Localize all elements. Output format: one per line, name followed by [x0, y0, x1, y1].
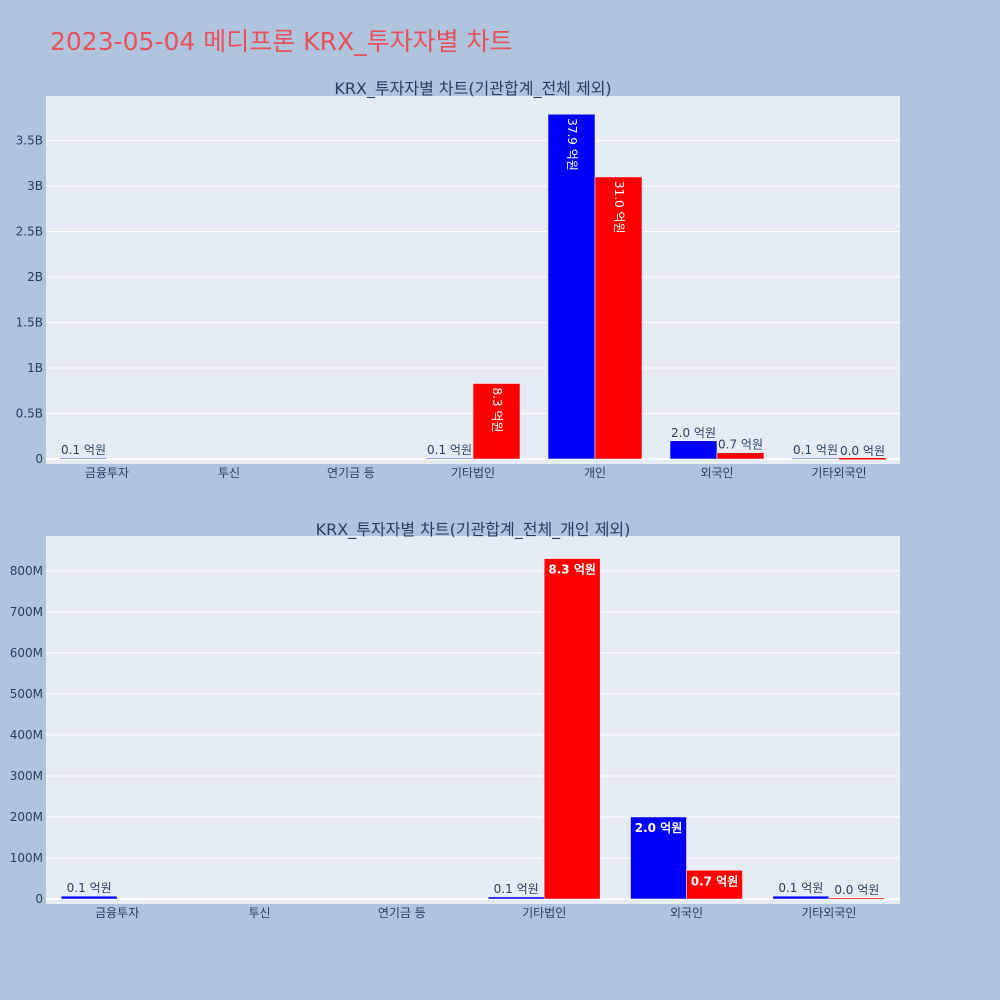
x-tick-label: 기타법인 [522, 906, 566, 920]
bar [839, 458, 886, 460]
y-tick-label: 0 [35, 452, 43, 466]
bar [472, 383, 521, 460]
chart-top: 0 0.5B 1B 1.5B 2B 2.5B 3B 3.5B KRX_투자자별 차트(기관합계_… [16, 79, 900, 480]
bar-label: 37.9 억원 [565, 118, 579, 171]
bar-label: 0.1 억원 [427, 443, 472, 457]
bar [425, 457, 474, 460]
y-tick-label: 2.5B [16, 225, 43, 239]
bar [487, 896, 545, 900]
bar [686, 870, 743, 900]
bar-label: 0.1 억원 [778, 881, 823, 895]
y-tick-label: 2B [27, 270, 43, 284]
y-tick-label: 600M [10, 646, 43, 660]
y-tick-label: 1.5B [16, 316, 43, 330]
bar [594, 176, 643, 460]
x-tick-label: 기타법인 [451, 466, 495, 480]
x-tick-label: 개인 [584, 466, 606, 480]
bar [60, 895, 118, 900]
bar-label: 0.1 억원 [67, 881, 112, 895]
x-tick-label: 금융투자 [85, 466, 129, 480]
bar-label: 2.0 억원 [671, 426, 716, 440]
bar-label: 0.7 억원 [691, 874, 739, 888]
bar-label: 0.1 억원 [61, 443, 106, 457]
y-tick-label: 0.5B [16, 407, 43, 421]
x-tick-label: 연기금 등 [327, 466, 375, 480]
bar-label: 8.3 억원 [548, 563, 596, 577]
bar-label: 0.7 억원 [718, 438, 763, 452]
y-tick-label: 0 [35, 892, 43, 906]
bar [630, 816, 687, 900]
bar [791, 457, 840, 460]
y-tick-label: 200M [10, 810, 43, 824]
bar [59, 457, 108, 460]
bar [828, 897, 886, 900]
bar-label: 0.1 억원 [494, 882, 539, 896]
bar [669, 440, 718, 460]
x-tick-label: 투신 [218, 466, 240, 480]
bar-label: 8.3 억원 [490, 387, 504, 432]
y-tick-label: 3.5B [16, 134, 43, 148]
y-tick-label: 100M [10, 851, 43, 865]
y-tick-label: 300M [10, 769, 43, 783]
x-tick-label: 금융투자 [95, 906, 139, 920]
y-tick-label: 700M [10, 605, 43, 619]
y-tick-label: 400M [10, 728, 43, 742]
chart-title: KRX_투자자별 차트(기관합계_전체_개인 제외) [316, 520, 631, 540]
x-tick-label: 기타외국인 [801, 906, 856, 920]
x-tick-label: 외국인 [700, 466, 733, 480]
bar-label: 31.0 억원 [612, 181, 626, 234]
page-title: 2023-05-04 메디프론 KRX_투자자별 차트 [50, 27, 513, 56]
y-tick-label: 3B [27, 179, 43, 193]
x-tick-label: 기타외국인 [811, 466, 866, 480]
bar-label: 2.0 억원 [635, 821, 683, 835]
bar [772, 895, 830, 900]
chart-title: KRX_투자자별 차트(기관합계_전체 제외) [334, 79, 611, 99]
x-tick-label: 투신 [248, 906, 270, 920]
x-tick-label: 외국인 [670, 906, 703, 920]
y-tick-label: 1B [27, 361, 43, 375]
bar-label: 0.0 억원 [834, 883, 879, 897]
bar-label: 0.1 억원 [793, 443, 838, 457]
chart-bottom: 0 100M 200M 300M 400M 500M 600M 700M 800M KRX_투자자… [10, 520, 900, 920]
bar-label: 0.0 억원 [840, 444, 885, 458]
bar [716, 452, 765, 460]
y-tick-label: 500M [10, 687, 43, 701]
plot-area [46, 536, 900, 904]
bar [543, 558, 601, 900]
x-tick-label: 연기금 등 [378, 906, 426, 920]
y-tick-label: 800M [10, 564, 43, 578]
